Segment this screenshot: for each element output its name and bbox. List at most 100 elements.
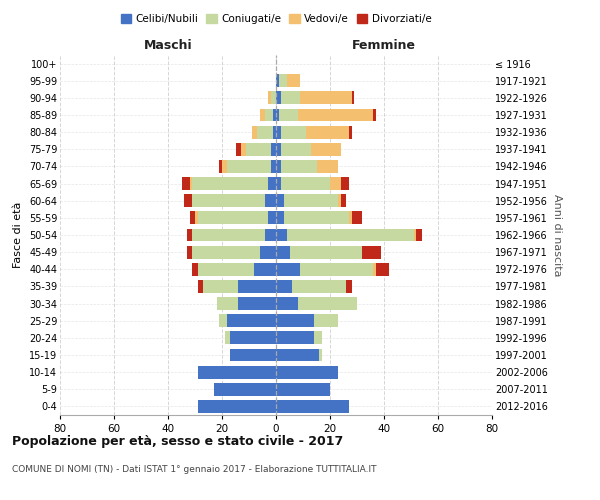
Bar [292, 280, 346, 293]
Bar [220, 314, 227, 327]
Bar [235, 143, 241, 156]
Bar [241, 143, 247, 156]
Bar [198, 212, 268, 224]
Bar [268, 92, 271, 104]
Bar [362, 246, 382, 258]
Bar [227, 314, 276, 327]
Bar [276, 177, 281, 190]
Bar [260, 108, 265, 122]
Y-axis label: Anni di nascita: Anni di nascita [551, 194, 562, 276]
Bar [281, 143, 311, 156]
Bar [184, 194, 193, 207]
Bar [298, 297, 357, 310]
Bar [306, 126, 349, 138]
Bar [352, 92, 354, 104]
Bar [311, 143, 341, 156]
Bar [276, 108, 278, 122]
Bar [198, 280, 203, 293]
Bar [276, 194, 284, 207]
Bar [373, 263, 376, 276]
Bar [276, 126, 281, 138]
Bar [238, 297, 276, 310]
Bar [198, 263, 254, 276]
Bar [265, 194, 276, 207]
Bar [214, 383, 276, 396]
Bar [257, 126, 274, 138]
Bar [193, 246, 260, 258]
Bar [341, 194, 346, 207]
Bar [190, 177, 193, 190]
Bar [268, 212, 276, 224]
Bar [290, 246, 362, 258]
Bar [341, 177, 349, 190]
Bar [274, 126, 276, 138]
Bar [276, 74, 278, 87]
Bar [416, 228, 422, 241]
Text: Popolazione per età, sesso e stato civile - 2017: Popolazione per età, sesso e stato civil… [12, 435, 343, 448]
Bar [373, 108, 376, 122]
Bar [314, 314, 338, 327]
Bar [317, 160, 338, 173]
Bar [252, 126, 257, 138]
Bar [281, 160, 317, 173]
Bar [271, 160, 276, 173]
Bar [192, 177, 268, 190]
Bar [276, 366, 338, 378]
Bar [276, 263, 301, 276]
Legend: Celibi/Nubili, Coniugati/e, Vedovi/e, Divorziati/e: Celibi/Nubili, Coniugati/e, Vedovi/e, Di… [116, 10, 436, 28]
Bar [278, 74, 287, 87]
Bar [349, 212, 352, 224]
Bar [198, 400, 276, 413]
Bar [260, 246, 276, 258]
Bar [230, 348, 276, 362]
Bar [276, 280, 292, 293]
Bar [193, 228, 265, 241]
Bar [314, 332, 322, 344]
Bar [319, 348, 322, 362]
Bar [187, 228, 193, 241]
Bar [276, 297, 298, 310]
Bar [281, 92, 300, 104]
Bar [187, 246, 193, 258]
Bar [195, 212, 198, 224]
Bar [278, 108, 298, 122]
Bar [271, 143, 276, 156]
Bar [276, 246, 290, 258]
Bar [182, 177, 190, 190]
Bar [349, 126, 352, 138]
Bar [247, 143, 271, 156]
Bar [265, 108, 274, 122]
Bar [217, 297, 238, 310]
Bar [287, 74, 301, 87]
Bar [338, 194, 341, 207]
Bar [230, 332, 276, 344]
Bar [276, 143, 281, 156]
Bar [224, 332, 230, 344]
Bar [265, 228, 276, 241]
Bar [346, 280, 352, 293]
Bar [276, 212, 284, 224]
Bar [301, 92, 352, 104]
Bar [301, 263, 373, 276]
Bar [281, 177, 330, 190]
Bar [287, 228, 414, 241]
Bar [276, 160, 281, 173]
Bar [268, 177, 276, 190]
Bar [276, 400, 349, 413]
Bar [276, 92, 281, 104]
Bar [276, 332, 314, 344]
Bar [284, 194, 338, 207]
Bar [284, 212, 349, 224]
Bar [190, 212, 195, 224]
Bar [276, 348, 319, 362]
Bar [414, 228, 416, 241]
Bar [198, 366, 276, 378]
Bar [352, 212, 362, 224]
Bar [220, 160, 222, 173]
Bar [254, 263, 276, 276]
Bar [281, 126, 306, 138]
Bar [276, 228, 287, 241]
Y-axis label: Fasce di età: Fasce di età [13, 202, 23, 268]
Bar [330, 177, 341, 190]
Bar [238, 280, 276, 293]
